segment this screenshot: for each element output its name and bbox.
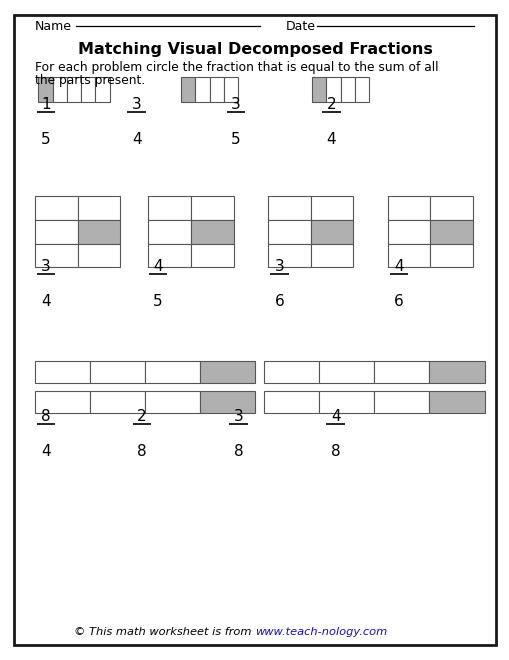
Bar: [145, 391, 200, 412]
Bar: [35, 244, 77, 267]
Text: 3: 3: [233, 409, 243, 424]
Text: 8: 8: [41, 409, 50, 424]
Bar: [190, 196, 233, 220]
Text: 5: 5: [41, 132, 50, 147]
Text: 6: 6: [393, 294, 403, 309]
Text: © This math worksheet is from: © This math worksheet is from: [74, 627, 254, 638]
Bar: [77, 244, 120, 267]
Bar: [145, 361, 200, 383]
Bar: [319, 391, 374, 412]
Bar: [209, 77, 223, 102]
Bar: [340, 77, 354, 102]
Bar: [354, 77, 369, 102]
Text: 4: 4: [41, 444, 50, 459]
Text: 4: 4: [393, 259, 403, 274]
Bar: [77, 196, 120, 220]
Text: the parts present.: the parts present.: [35, 74, 145, 87]
Bar: [326, 77, 340, 102]
Bar: [148, 244, 190, 267]
Bar: [95, 77, 109, 102]
Text: 4: 4: [326, 132, 335, 147]
Text: 3: 3: [41, 259, 51, 274]
Bar: [387, 196, 430, 220]
Bar: [310, 196, 353, 220]
Bar: [267, 196, 310, 220]
Text: Matching Visual Decomposed Fractions: Matching Visual Decomposed Fractions: [77, 42, 432, 57]
Bar: [374, 361, 429, 383]
Bar: [310, 220, 353, 244]
Bar: [200, 361, 254, 383]
Bar: [310, 244, 353, 267]
Bar: [312, 77, 326, 102]
Text: 4: 4: [330, 409, 340, 424]
Bar: [90, 361, 145, 383]
Text: 4: 4: [132, 132, 141, 147]
Bar: [387, 244, 430, 267]
Text: 5: 5: [153, 294, 162, 309]
Bar: [387, 220, 430, 244]
Text: 8: 8: [137, 444, 146, 459]
Bar: [148, 220, 190, 244]
Bar: [35, 196, 77, 220]
Bar: [264, 391, 319, 412]
Bar: [195, 77, 209, 102]
Text: 5: 5: [231, 132, 240, 147]
Bar: [430, 220, 472, 244]
Bar: [267, 220, 310, 244]
Bar: [319, 361, 374, 383]
Text: 8: 8: [330, 444, 340, 459]
Bar: [81, 77, 95, 102]
Bar: [429, 391, 484, 412]
Text: Name: Name: [35, 20, 72, 33]
Text: 4: 4: [41, 294, 50, 309]
Bar: [35, 220, 77, 244]
Text: Date: Date: [285, 20, 315, 33]
Text: 2: 2: [326, 97, 335, 112]
Bar: [267, 244, 310, 267]
Bar: [35, 361, 90, 383]
Text: For each problem circle the fraction that is equal to the sum of all: For each problem circle the fraction tha…: [35, 61, 437, 74]
Text: 3: 3: [131, 97, 142, 112]
Bar: [223, 77, 238, 102]
Bar: [38, 77, 52, 102]
Bar: [67, 77, 81, 102]
Text: 3: 3: [274, 259, 284, 274]
Bar: [430, 196, 472, 220]
Bar: [264, 361, 319, 383]
Bar: [429, 361, 484, 383]
Text: 2: 2: [137, 409, 146, 424]
Bar: [430, 244, 472, 267]
Text: 4: 4: [153, 259, 162, 274]
Bar: [90, 391, 145, 412]
Bar: [200, 391, 254, 412]
Bar: [374, 391, 429, 412]
Bar: [190, 220, 233, 244]
Text: 3: 3: [231, 97, 241, 112]
Bar: [148, 196, 190, 220]
Text: 6: 6: [274, 294, 284, 309]
Text: www.teach-nology.com: www.teach-nology.com: [254, 627, 386, 638]
Bar: [35, 391, 90, 412]
Text: 8: 8: [234, 444, 243, 459]
Bar: [181, 77, 195, 102]
Bar: [77, 220, 120, 244]
Bar: [190, 244, 233, 267]
Text: 1: 1: [41, 97, 50, 112]
Bar: [52, 77, 67, 102]
